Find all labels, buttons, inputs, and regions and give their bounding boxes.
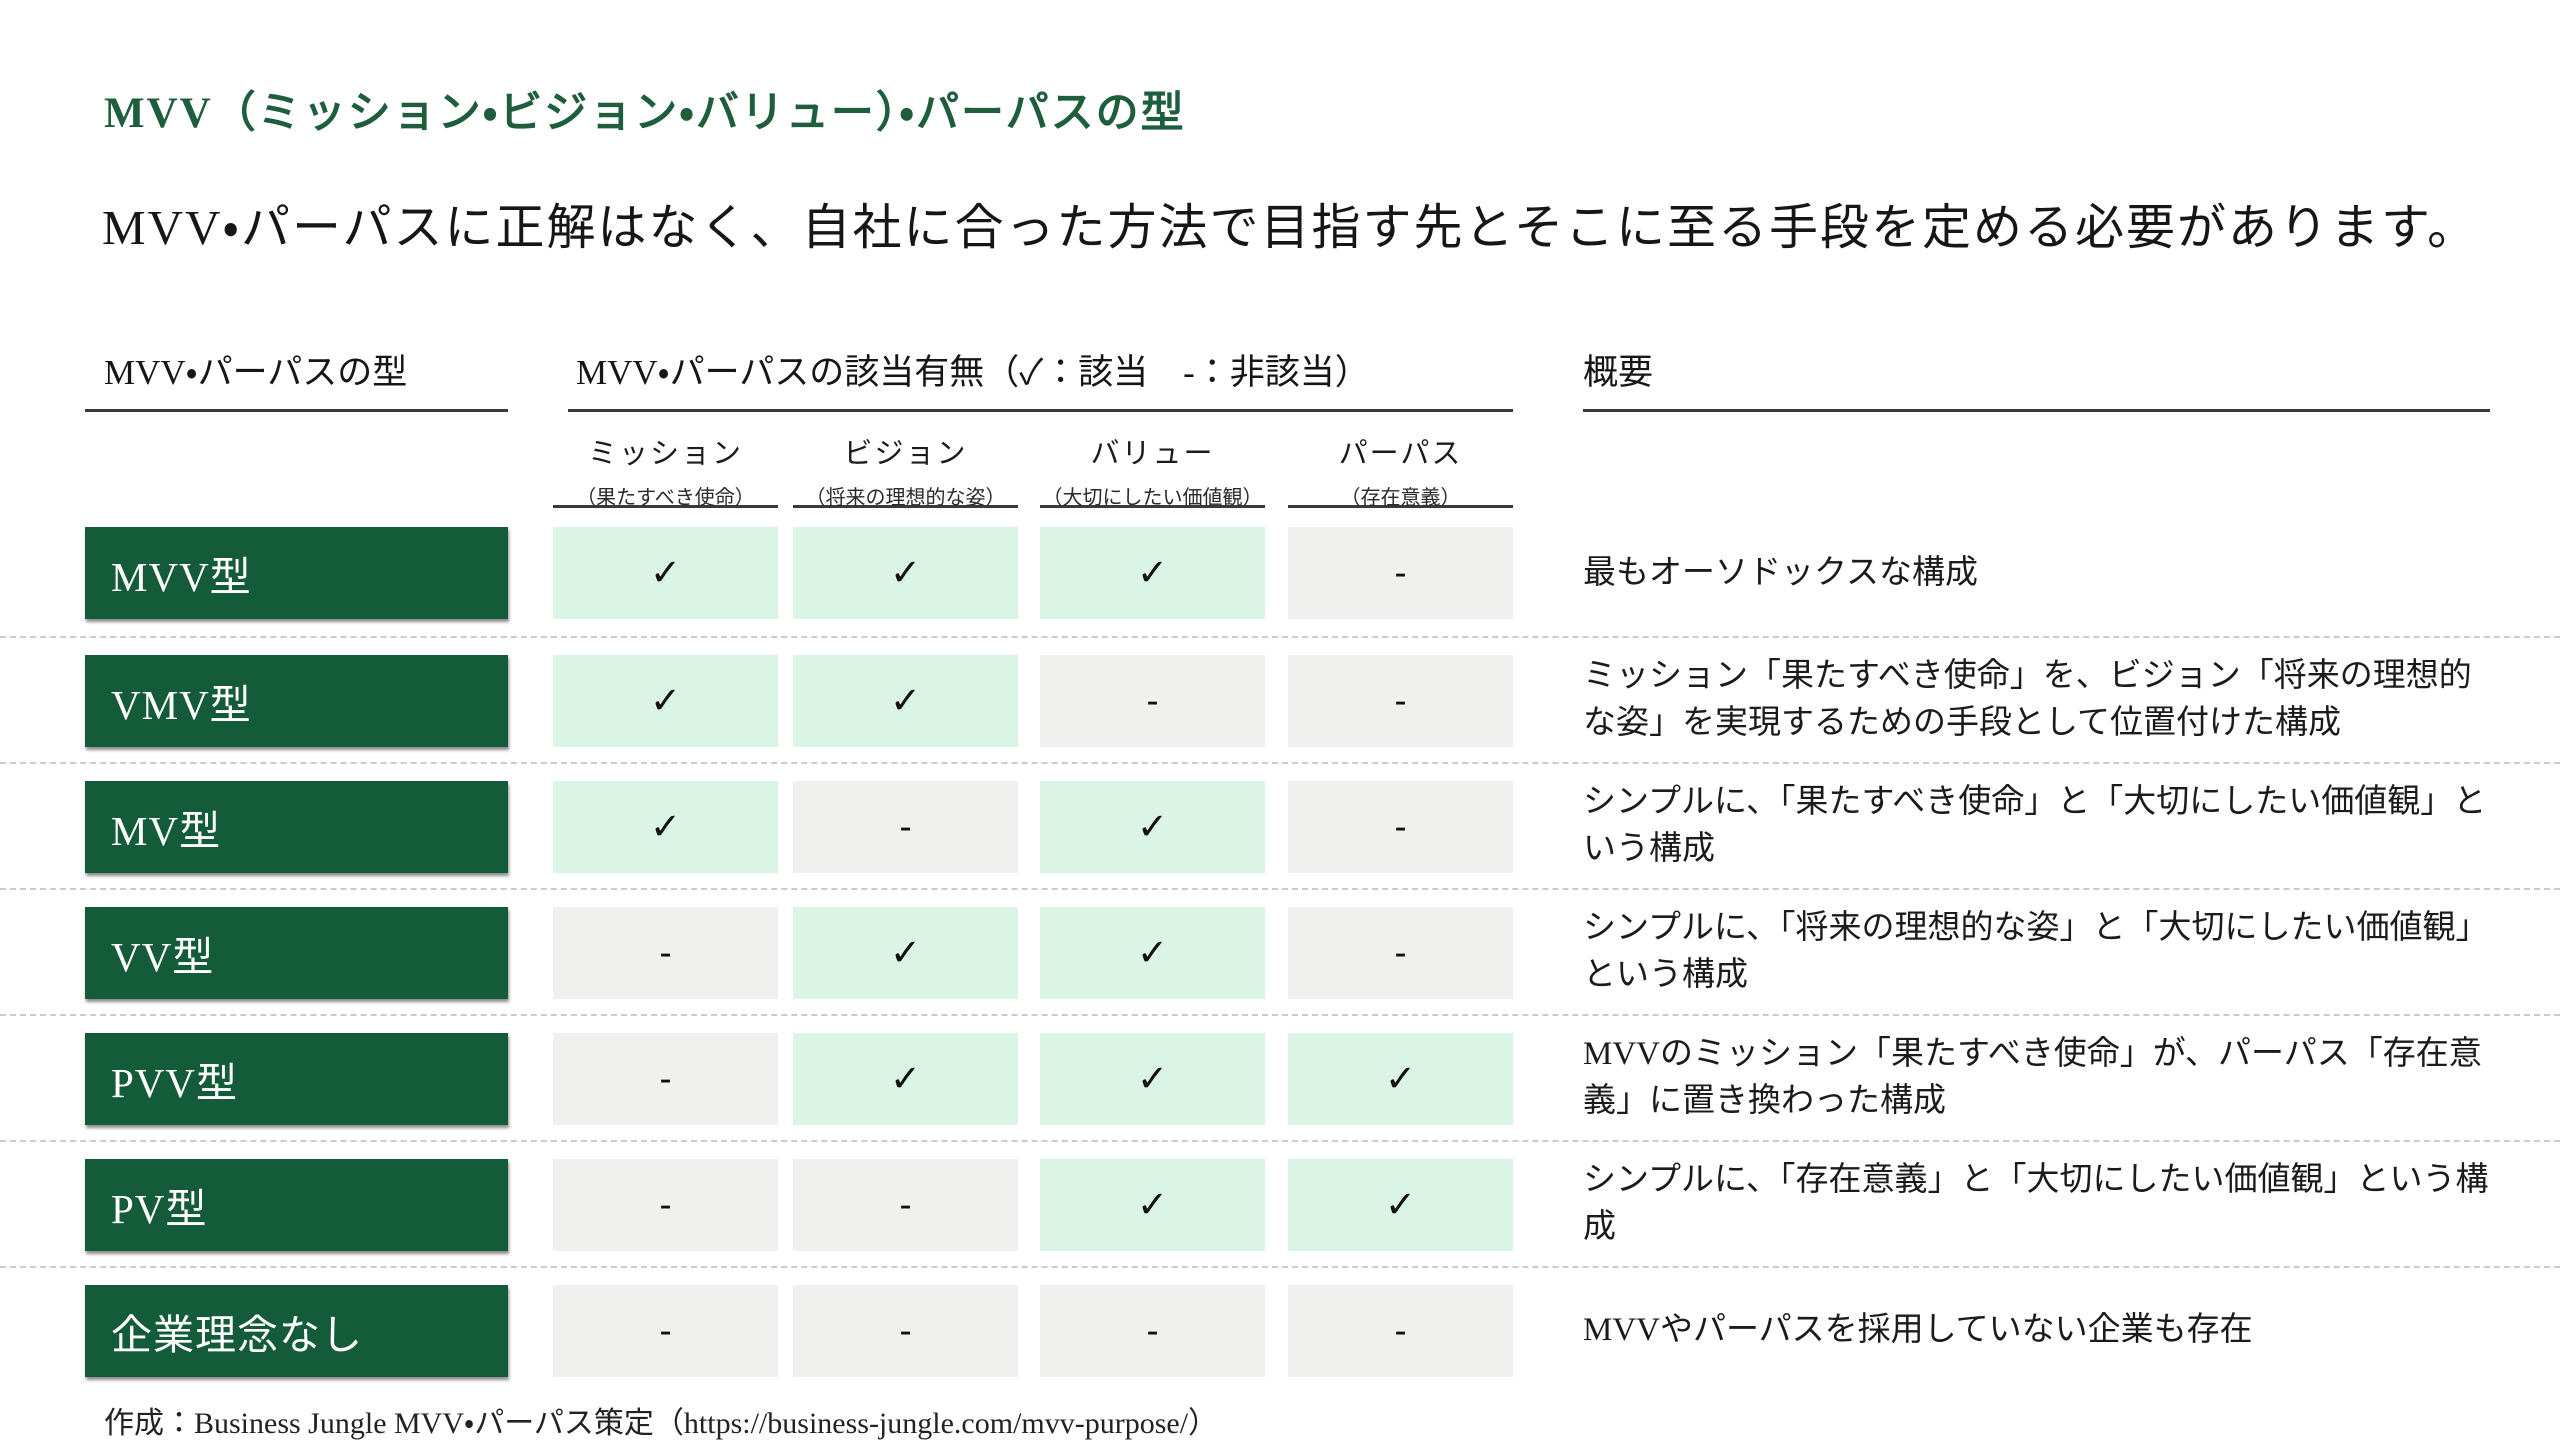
row-label: VV型 — [85, 907, 508, 999]
vision-cell: - — [793, 1285, 1018, 1377]
value-cell: ✓ — [1040, 1159, 1265, 1251]
mission-cell: - — [553, 1033, 778, 1125]
column-header-type: MVV・パーパスの型 — [85, 348, 508, 412]
subcolumn-mission-caption: （果たすべき使命） — [576, 487, 755, 509]
vision-cell: ✓ — [793, 655, 1018, 747]
row-overview: MVVのミッション「果たすべき使命」が、パーパス「存在意義」に置き換わった構成 — [1583, 1036, 2482, 1119]
table-row: PV型 - - ✓ ✓ シンプルに、「存在意義」と「大切にしたい価値観」という構… — [0, 1140, 2560, 1266]
row-overview: シンプルに、「将来の理想的な姿」と「大切にしたい価値観」という構成 — [1583, 910, 2489, 993]
value-cell: ✓ — [1040, 1033, 1265, 1125]
row-label: PV型 — [85, 1159, 508, 1251]
subcolumn-vision: ビジョン （将来の理想的な姿） — [793, 428, 1018, 509]
vision-cell: - — [793, 1159, 1018, 1251]
vision-cell: ✓ — [793, 527, 1018, 619]
column-header-type-label: MVV・パーパスの型 — [104, 353, 408, 392]
row-label: MVV型 — [85, 527, 508, 619]
subcolumn-mission: ミッション （果たすべき使命） — [553, 428, 778, 509]
purpose-cell: - — [1288, 1285, 1513, 1377]
attribution-footer: 作成：Business Jungle MVV・パーパス策定（https://bu… — [104, 1407, 1219, 1440]
row-label: PVV型 — [85, 1033, 508, 1125]
subcolumn-mission-label: ミッション — [587, 438, 743, 470]
purpose-cell: - — [1288, 781, 1513, 873]
page-title: MVV（ミッション・ビジョン・バリュー）・パーパスの型 — [104, 90, 1186, 137]
mission-cell: ✓ — [553, 781, 778, 873]
vision-cell: ✓ — [793, 1033, 1018, 1125]
purpose-cell: ✓ — [1288, 1159, 1513, 1251]
subcolumn-purpose: パーパス （存在意義） — [1288, 428, 1513, 509]
subcolumn-vision-caption: （将来の理想的な姿） — [805, 487, 1006, 509]
column-header-overview-label: 概要 — [1583, 353, 1654, 392]
row-label: 企業理念なし — [85, 1285, 508, 1377]
subcolumn-value-caption: （大切にしたい価値観） — [1042, 487, 1263, 509]
mission-cell: - — [553, 1159, 778, 1251]
column-header-matrix: MVV・パーパスの該当有無（✓：該当 -：非該当） — [568, 348, 1513, 412]
vision-cell: - — [793, 781, 1018, 873]
mission-cell: ✓ — [553, 655, 778, 747]
subcolumn-value: バリュー （大切にしたい価値観） — [1040, 428, 1265, 509]
subcolumn-vision-label: ビジョン — [843, 438, 968, 470]
row-overview: シンプルに、「存在意義」と「大切にしたい価値観」という構成 — [1583, 1162, 2489, 1245]
subcolumn-purpose-label: パーパス — [1338, 438, 1463, 470]
purpose-cell: - — [1288, 527, 1513, 619]
table-row: VMV型 ✓ ✓ - - ミッション「果たすべき使命」を、ビジョン「将来の理想的… — [0, 636, 2560, 762]
row-overview: ミッション「果たすべき使命」を、ビジョン「将来の理想的な姿」を実現するための手段… — [1583, 658, 2472, 741]
table-row: VV型 - ✓ ✓ - シンプルに、「将来の理想的な姿」と「大切にしたい価値観」… — [0, 888, 2560, 1014]
table-row: MVV型 ✓ ✓ ✓ - 最もオーソドックスな構成 — [0, 510, 2560, 636]
table-row: 企業理念なし - - - - MVVやパーパスを採用していない企業も存在 — [0, 1266, 2560, 1392]
column-header-matrix-label: MVV・パーパスの該当有無（✓：該当 -：非該当） — [576, 353, 1370, 392]
mission-cell: - — [553, 1285, 778, 1377]
subcolumn-value-label: バリュー — [1090, 438, 1215, 470]
purpose-cell: - — [1288, 655, 1513, 747]
value-cell: - — [1040, 1285, 1265, 1377]
purpose-cell: ✓ — [1288, 1033, 1513, 1125]
mission-cell: - — [553, 907, 778, 999]
value-cell: ✓ — [1040, 527, 1265, 619]
row-label: MV型 — [85, 781, 508, 873]
value-cell: - — [1040, 655, 1265, 747]
table-rows: MVV型 ✓ ✓ ✓ - 最もオーソドックスな構成 VMV型 ✓ ✓ - - ミ… — [0, 510, 2560, 1392]
table-row: PVV型 - ✓ ✓ ✓ MVVのミッション「果たすべき使命」が、パーパス「存在… — [0, 1014, 2560, 1140]
vision-cell: ✓ — [793, 907, 1018, 999]
row-overview: 最もオーソドックスな構成 — [1583, 554, 1979, 591]
row-overview: シンプルに、「果たすべき使命」と「大切にしたい価値観」という構成 — [1583, 784, 2487, 867]
purpose-cell: - — [1288, 907, 1513, 999]
mission-cell: ✓ — [553, 527, 778, 619]
table-row: MV型 ✓ - ✓ - シンプルに、「果たすべき使命」と「大切にしたい価値観」と… — [0, 762, 2560, 888]
column-header-overview: 概要 — [1583, 348, 2490, 412]
row-overview: MVVやパーパスを採用していない企業も存在 — [1583, 1311, 2253, 1348]
page-subtitle: MVV・パーパスに正解はなく、自社に合った方法で目指す先とそこに至る手段を定める… — [102, 200, 2479, 255]
subcolumn-purpose-caption: （存在意義） — [1340, 487, 1461, 509]
value-cell: ✓ — [1040, 781, 1265, 873]
value-cell: ✓ — [1040, 907, 1265, 999]
row-label: VMV型 — [85, 655, 508, 747]
